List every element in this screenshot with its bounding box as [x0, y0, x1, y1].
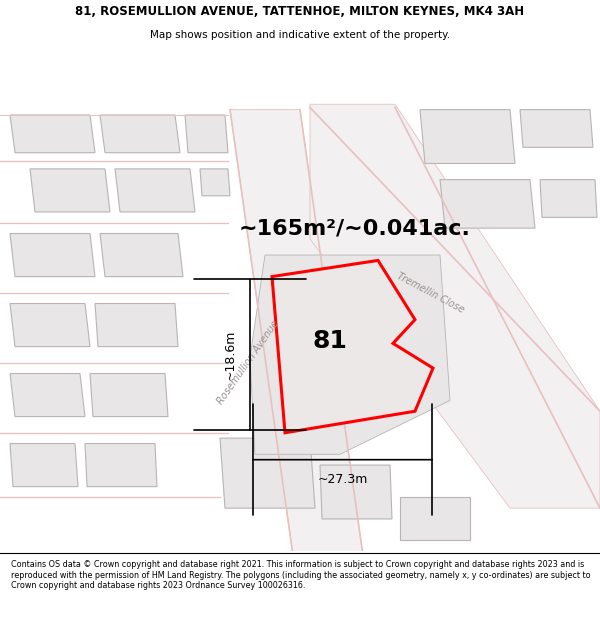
Polygon shape [310, 104, 600, 508]
Polygon shape [115, 169, 195, 212]
Polygon shape [10, 304, 90, 347]
Text: ~18.6m: ~18.6m [223, 329, 236, 380]
Polygon shape [10, 234, 95, 277]
Polygon shape [250, 255, 450, 454]
Polygon shape [30, 169, 110, 212]
Polygon shape [90, 374, 168, 417]
Polygon shape [440, 179, 535, 228]
Polygon shape [230, 109, 370, 605]
Polygon shape [85, 444, 157, 487]
Polygon shape [400, 498, 470, 541]
Polygon shape [220, 438, 315, 508]
Polygon shape [100, 115, 180, 152]
Polygon shape [320, 465, 392, 519]
Polygon shape [10, 115, 95, 152]
Polygon shape [95, 304, 178, 347]
Text: 81, ROSEMULLION AVENUE, TATTENHOE, MILTON KEYNES, MK4 3AH: 81, ROSEMULLION AVENUE, TATTENHOE, MILTO… [76, 5, 524, 18]
Text: ~27.3m: ~27.3m [317, 472, 368, 486]
Polygon shape [420, 109, 515, 164]
Text: Contains OS data © Crown copyright and database right 2021. This information is : Contains OS data © Crown copyright and d… [11, 560, 590, 590]
Polygon shape [10, 444, 78, 487]
Text: 81: 81 [313, 329, 347, 353]
Polygon shape [200, 169, 230, 196]
Text: ~165m²/~0.041ac.: ~165m²/~0.041ac. [239, 218, 471, 238]
Text: Tremellin Close: Tremellin Close [395, 271, 466, 315]
Polygon shape [10, 374, 85, 417]
Polygon shape [520, 109, 593, 148]
Text: Rosemullion Avenue: Rosemullion Avenue [215, 319, 281, 406]
Polygon shape [272, 261, 433, 432]
Text: Map shows position and indicative extent of the property.: Map shows position and indicative extent… [150, 30, 450, 40]
Polygon shape [540, 179, 597, 218]
Polygon shape [185, 115, 228, 152]
Polygon shape [100, 234, 183, 277]
